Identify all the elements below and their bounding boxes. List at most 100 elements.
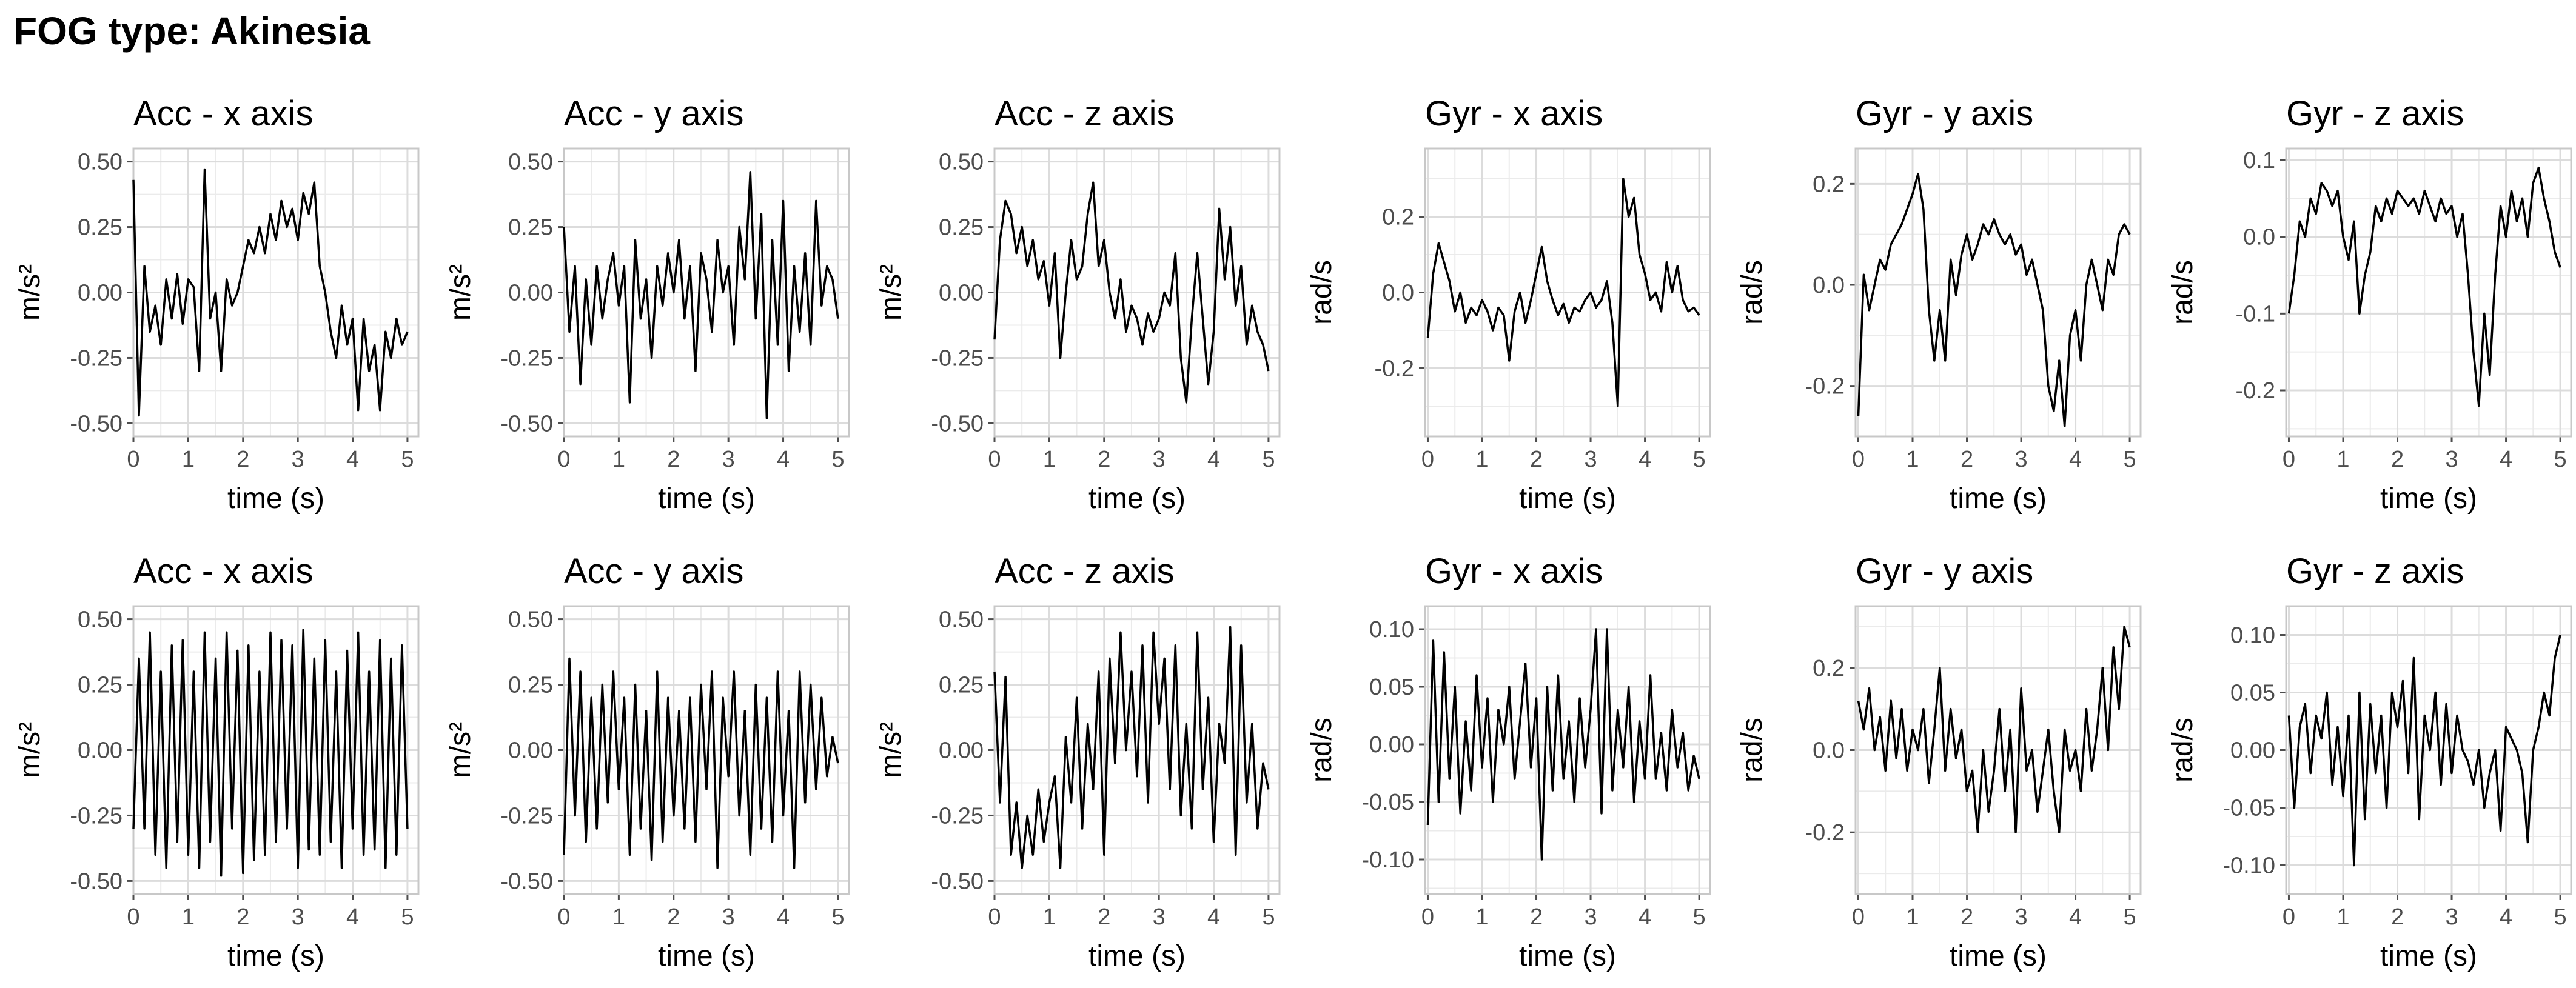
x-tick-label: 1 <box>612 904 625 930</box>
y-tick-label: 0.25 <box>939 673 984 698</box>
x-tick-label: 1 <box>182 904 195 930</box>
x-tick-label: 0 <box>988 904 1001 930</box>
x-tick-label: 5 <box>2554 904 2567 930</box>
y-tick-label: -0.2 <box>2236 378 2275 404</box>
x-tick-label: 4 <box>2069 447 2082 472</box>
x-tick-label: 2 <box>1098 904 1110 930</box>
y-tick-label: 0.50 <box>939 150 984 175</box>
y-tick-label: 0.50 <box>508 150 553 175</box>
x-tick-label: 2 <box>1961 447 1973 472</box>
x-tick-label: 3 <box>1153 447 1166 472</box>
series-line <box>563 657 839 869</box>
y-tick-label: 0.1 <box>2243 148 2275 173</box>
y-tick-label: 0.25 <box>939 215 984 241</box>
panel-border <box>563 605 850 895</box>
panel-border <box>1854 605 2142 895</box>
y-tick-label: 0.0 <box>1382 281 1414 306</box>
y-axis-label: rad/s <box>1736 260 1768 325</box>
y-tick-label: 0.25 <box>78 215 122 241</box>
x-tick-label: 3 <box>2014 447 2027 472</box>
y-tick-label: -0.50 <box>500 869 553 894</box>
y-tick-label: 0.10 <box>2230 623 2275 649</box>
x-tick-label: 2 <box>2391 904 2404 930</box>
y-tick-label: -0.2 <box>1805 820 1845 846</box>
series-line <box>563 171 839 419</box>
x-tick-label: 5 <box>1262 447 1275 472</box>
panel-border <box>1424 147 1711 438</box>
panel-border <box>993 605 1281 895</box>
panel-7: 0 1 2 3 4 5 -0.50 -0.25 0.00 0.25 0.50 Acc - x axis… <box>14 552 420 972</box>
x-axis-label: time (s) <box>1950 482 2047 515</box>
panel-title: Acc - z axis <box>995 94 1175 133</box>
x-tick-label: 1 <box>612 447 625 472</box>
series-line <box>2287 166 2561 407</box>
x-tick-label: 3 <box>1584 447 1597 472</box>
y-tick-label: -0.25 <box>70 803 122 829</box>
plot-area <box>1856 149 2141 436</box>
x-tick-label: 3 <box>722 447 735 472</box>
panel-11: 0 1 2 3 4 5 -0.2 0.0 0.2 Gyr - y axis time (s) rad/… <box>1736 552 2142 972</box>
y-tick-label: 0.05 <box>1369 675 1414 700</box>
y-axis-label: rad/s <box>2167 718 2199 783</box>
y-tick-label: -0.25 <box>931 345 984 371</box>
x-tick-label: 4 <box>346 447 359 472</box>
x-tick-label: 0 <box>1421 447 1434 472</box>
y-tick-label: 0.50 <box>78 607 122 633</box>
x-tick-label: 4 <box>777 904 790 930</box>
y-tick-label: -0.05 <box>1361 790 1414 815</box>
x-axis-label: time (s) <box>1088 940 1186 972</box>
x-axis-label: time (s) <box>2380 940 2477 972</box>
y-tick-label: 0.2 <box>1382 205 1414 230</box>
y-tick-label: 0.2 <box>1813 656 1845 681</box>
y-axis-label: rad/s <box>1306 260 1338 325</box>
x-tick-label: 5 <box>2124 447 2136 472</box>
y-tick-label: -0.25 <box>500 345 553 371</box>
y-tick-label: 0.0 <box>1813 738 1845 764</box>
panel-border <box>2285 605 2572 895</box>
panel-border <box>132 605 420 895</box>
x-tick-label: 5 <box>401 447 414 472</box>
y-tick-label: -0.25 <box>70 345 122 371</box>
x-tick-label: 1 <box>1043 904 1056 930</box>
x-tick-label: 3 <box>722 904 735 930</box>
panel-2: 0 1 2 3 4 5 -0.50 -0.25 0.00 0.25 0.50 Acc - y axis… <box>444 94 850 515</box>
x-tick-label: 2 <box>2391 447 2404 472</box>
series-line <box>1857 172 2131 428</box>
x-tick-label: 2 <box>1530 447 1543 472</box>
x-tick-label: 2 <box>1530 904 1543 930</box>
panel-border <box>1424 605 1711 895</box>
x-tick-label: 0 <box>1421 904 1434 930</box>
x-tick-label: 2 <box>236 904 249 930</box>
x-tick-label: 3 <box>292 447 304 472</box>
y-tick-label: -0.50 <box>70 869 122 894</box>
y-axis-label: m/s² <box>14 722 46 778</box>
series-line <box>1857 626 2131 833</box>
x-tick-label: 2 <box>1098 447 1110 472</box>
x-tick-label: 5 <box>2124 904 2136 930</box>
x-tick-label: 5 <box>1693 904 1706 930</box>
x-tick-label: 0 <box>557 904 570 930</box>
x-tick-label: 5 <box>2554 447 2567 472</box>
x-tick-label: 0 <box>127 447 139 472</box>
x-tick-label: 2 <box>1961 904 1973 930</box>
y-tick-label: -0.2 <box>1805 374 1845 399</box>
series-line <box>993 626 1270 869</box>
y-axis-label: rad/s <box>1306 718 1338 783</box>
x-axis-label: time (s) <box>227 482 324 515</box>
x-tick-label: 3 <box>1153 904 1166 930</box>
x-tick-label: 4 <box>1207 447 1220 472</box>
y-tick-label: -0.05 <box>2222 796 2275 821</box>
y-tick-label: -0.50 <box>931 411 984 436</box>
panel-9: 0 1 2 3 4 5 -0.50 -0.25 0.00 0.25 0.50 Acc - z axis… <box>875 552 1281 972</box>
panel-1: 0 1 2 3 4 5 -0.50 -0.25 0.00 0.25 0.50 Acc - x axis… <box>14 94 420 515</box>
y-tick-label: 0.00 <box>2230 738 2275 764</box>
y-tick-label: 0.00 <box>508 738 553 764</box>
panel-border <box>1854 147 2142 438</box>
panel-title: Acc - x axis <box>133 552 314 591</box>
panel-title: Gyr - x axis <box>1425 552 1603 591</box>
x-tick-label: 0 <box>1852 904 1865 930</box>
panel-title: Acc - y axis <box>564 552 744 591</box>
series-line <box>1426 178 1700 407</box>
y-axis-label: m/s² <box>444 722 477 778</box>
